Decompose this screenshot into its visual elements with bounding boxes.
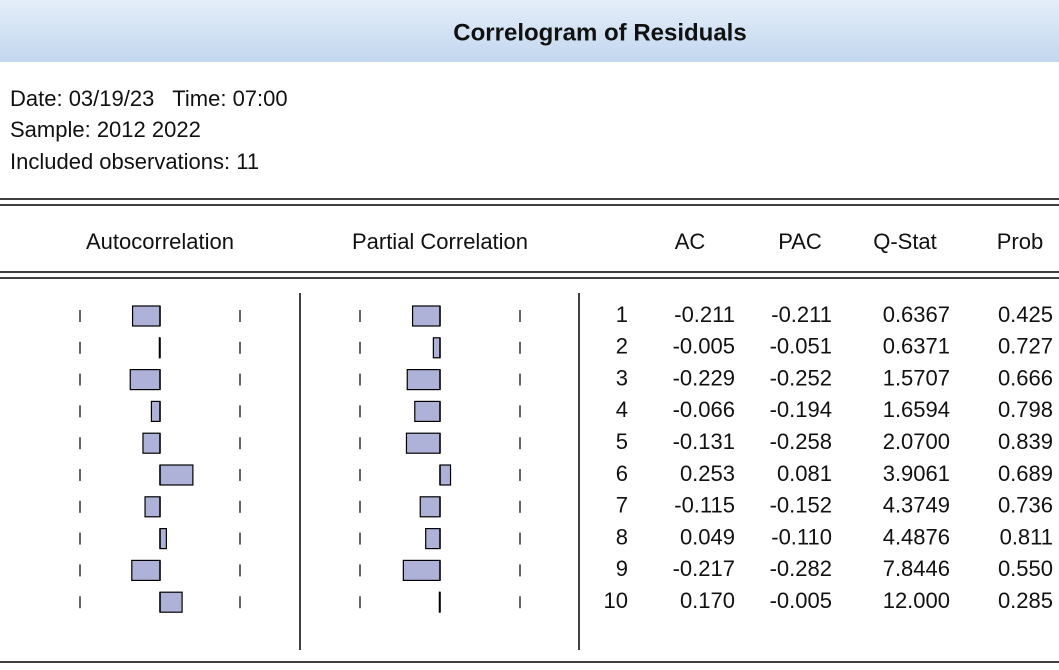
cell-lag: 9	[616, 556, 628, 581]
cell-pac: -0.051	[770, 334, 832, 359]
bar	[159, 527, 167, 550]
bar	[414, 400, 441, 422]
title-bar	[0, 0, 1059, 62]
cell-prob: 0.839	[998, 429, 1053, 454]
cell-qstat: 0.6371	[883, 334, 950, 359]
cell-prob: 0.425	[998, 302, 1053, 327]
bar	[411, 305, 441, 327]
column-header: Prob	[997, 229, 1043, 254]
cell-pac: -0.110	[771, 524, 832, 549]
cell-lag: 6	[616, 461, 628, 486]
info-line: Sample: 2012 2022	[10, 117, 201, 142]
cell-prob: 0.811	[1000, 524, 1053, 549]
cell-ac: -0.005	[673, 334, 735, 359]
bar	[159, 591, 183, 613]
bar	[129, 369, 161, 391]
bar	[432, 337, 441, 359]
info-line: Date: 03/19/23 Time: 07:00	[10, 86, 288, 111]
cell-ac: -0.229	[673, 365, 735, 390]
cell-pac: -0.258	[770, 429, 832, 454]
bar	[425, 527, 441, 550]
cell-lag: 1	[616, 302, 628, 327]
cell-ac: -0.131	[673, 429, 735, 454]
cell-lag: 8	[616, 524, 628, 549]
cell-prob: 0.285	[998, 588, 1053, 613]
bar	[159, 464, 194, 486]
bar	[131, 305, 161, 327]
cell-ac: 0.170	[680, 588, 735, 613]
cell-pac: 0.081	[777, 461, 832, 486]
column-header: Partial Correlation	[352, 229, 528, 254]
cell-ac: -0.211	[674, 302, 735, 327]
column-header: AC	[675, 229, 706, 254]
bar	[405, 432, 441, 454]
cell-ac: 0.049	[680, 524, 735, 549]
cell-ac: -0.115	[674, 493, 735, 518]
bar	[144, 496, 161, 518]
bar	[150, 400, 161, 422]
cell-qstat: 0.6367	[883, 302, 950, 327]
cell-ac: 0.253	[680, 461, 735, 486]
cell-prob: 0.550	[998, 556, 1053, 581]
cell-pac: -0.005	[770, 588, 832, 613]
cell-qstat: 1.5707	[883, 365, 950, 390]
cell-lag: 4	[616, 397, 628, 422]
cell-qstat: 7.8446	[883, 556, 950, 581]
column-header: PAC	[778, 229, 822, 254]
cell-qstat: 2.0700	[883, 429, 950, 454]
cell-pac: -0.252	[770, 365, 832, 390]
bar	[406, 369, 441, 391]
cell-prob: 0.798	[998, 397, 1053, 422]
cell-pac: -0.194	[770, 397, 832, 422]
cell-qstat: 1.6594	[883, 397, 950, 422]
cell-prob: 0.727	[998, 334, 1053, 359]
cell-prob: 0.736	[998, 493, 1053, 518]
cell-pac: -0.152	[770, 493, 832, 518]
bar	[419, 496, 441, 518]
cell-qstat: 4.3749	[883, 493, 950, 518]
cell-prob: 0.666	[998, 365, 1053, 390]
cell-lag: 10	[604, 588, 628, 613]
cell-pac: -0.282	[770, 556, 832, 581]
cell-lag: 2	[616, 334, 628, 359]
cell-lag: 7	[616, 493, 628, 518]
cell-ac: -0.217	[673, 556, 735, 581]
column-header: Q-Stat	[873, 229, 937, 254]
bar	[131, 559, 161, 582]
cell-lag: 5	[616, 429, 628, 454]
info-line: Included observations: 11	[10, 149, 259, 174]
cell-qstat: 12.000	[883, 588, 950, 613]
bar	[142, 432, 161, 454]
cell-prob: 0.689	[998, 461, 1053, 486]
rules	[0, 198, 1059, 663]
cell-qstat: 3.9061	[883, 461, 950, 486]
cell-ac: -0.066	[673, 397, 735, 422]
bar	[402, 559, 441, 582]
cell-pac: -0.211	[771, 302, 832, 327]
column-header: Autocorrelation	[86, 229, 234, 254]
cell-lag: 3	[616, 365, 628, 390]
title: Correlogram of Residuals	[453, 19, 746, 46]
bar	[439, 464, 452, 486]
cell-qstat: 4.4876	[883, 524, 950, 549]
